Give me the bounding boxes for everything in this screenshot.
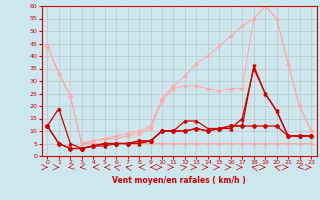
X-axis label: Vent moyen/en rafales ( km/h ): Vent moyen/en rafales ( km/h ) <box>112 176 246 185</box>
